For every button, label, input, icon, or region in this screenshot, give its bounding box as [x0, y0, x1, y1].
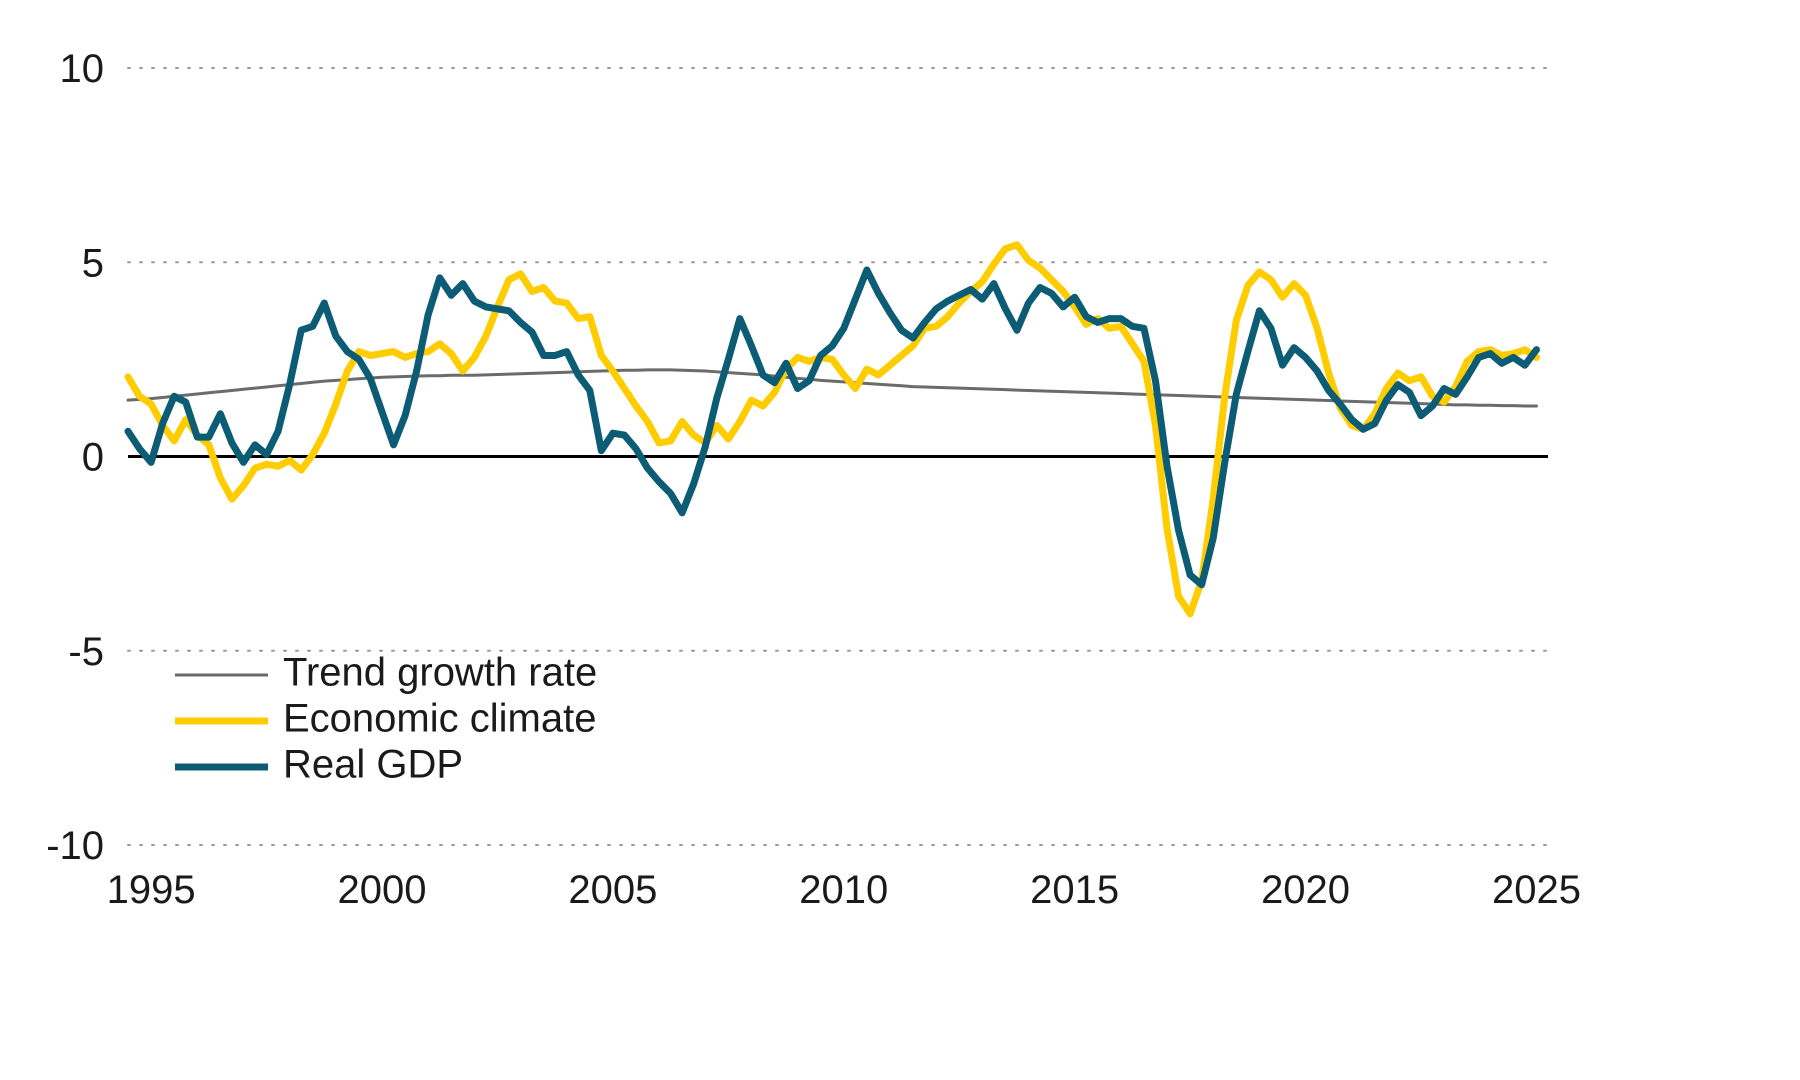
y-axis-tick-labels: 10 5 0 -5 -10: [46, 47, 104, 868]
legend-label-trend-growth-rate: Trend growth rate: [283, 651, 597, 695]
x-axis-tick-labels: 1995 2000 2005 2010 2015 2020 2025: [107, 868, 1581, 912]
y-tick-label--5: -5: [68, 630, 104, 674]
series-real-gdp: [124, 266, 1540, 589]
y-tick-label-5: 5: [82, 241, 104, 285]
x-tick-label-2020: 2020: [1261, 868, 1350, 912]
x-tick-label-1995: 1995: [107, 868, 196, 912]
x-tick-label-2010: 2010: [799, 868, 888, 912]
gridlines: [127, 67, 1549, 846]
series-lines: [124, 241, 1540, 618]
x-tick-label-2015: 2015: [1030, 868, 1119, 912]
y-tick-label-10: 10: [60, 47, 105, 91]
y-tick-label--10: -10: [46, 824, 104, 868]
x-tick-label-2005: 2005: [568, 868, 657, 912]
series-economic-climate: [124, 241, 1540, 618]
legend-label-real-gdp: Real GDP: [283, 743, 463, 787]
legend-label-economic-climate: Economic climate: [283, 697, 596, 741]
x-tick-label-2025: 2025: [1492, 868, 1581, 912]
series-trend-growth-rate: [126, 368, 1538, 408]
y-tick-label-0: 0: [82, 436, 104, 480]
x-tick-label-2000: 2000: [337, 868, 426, 912]
